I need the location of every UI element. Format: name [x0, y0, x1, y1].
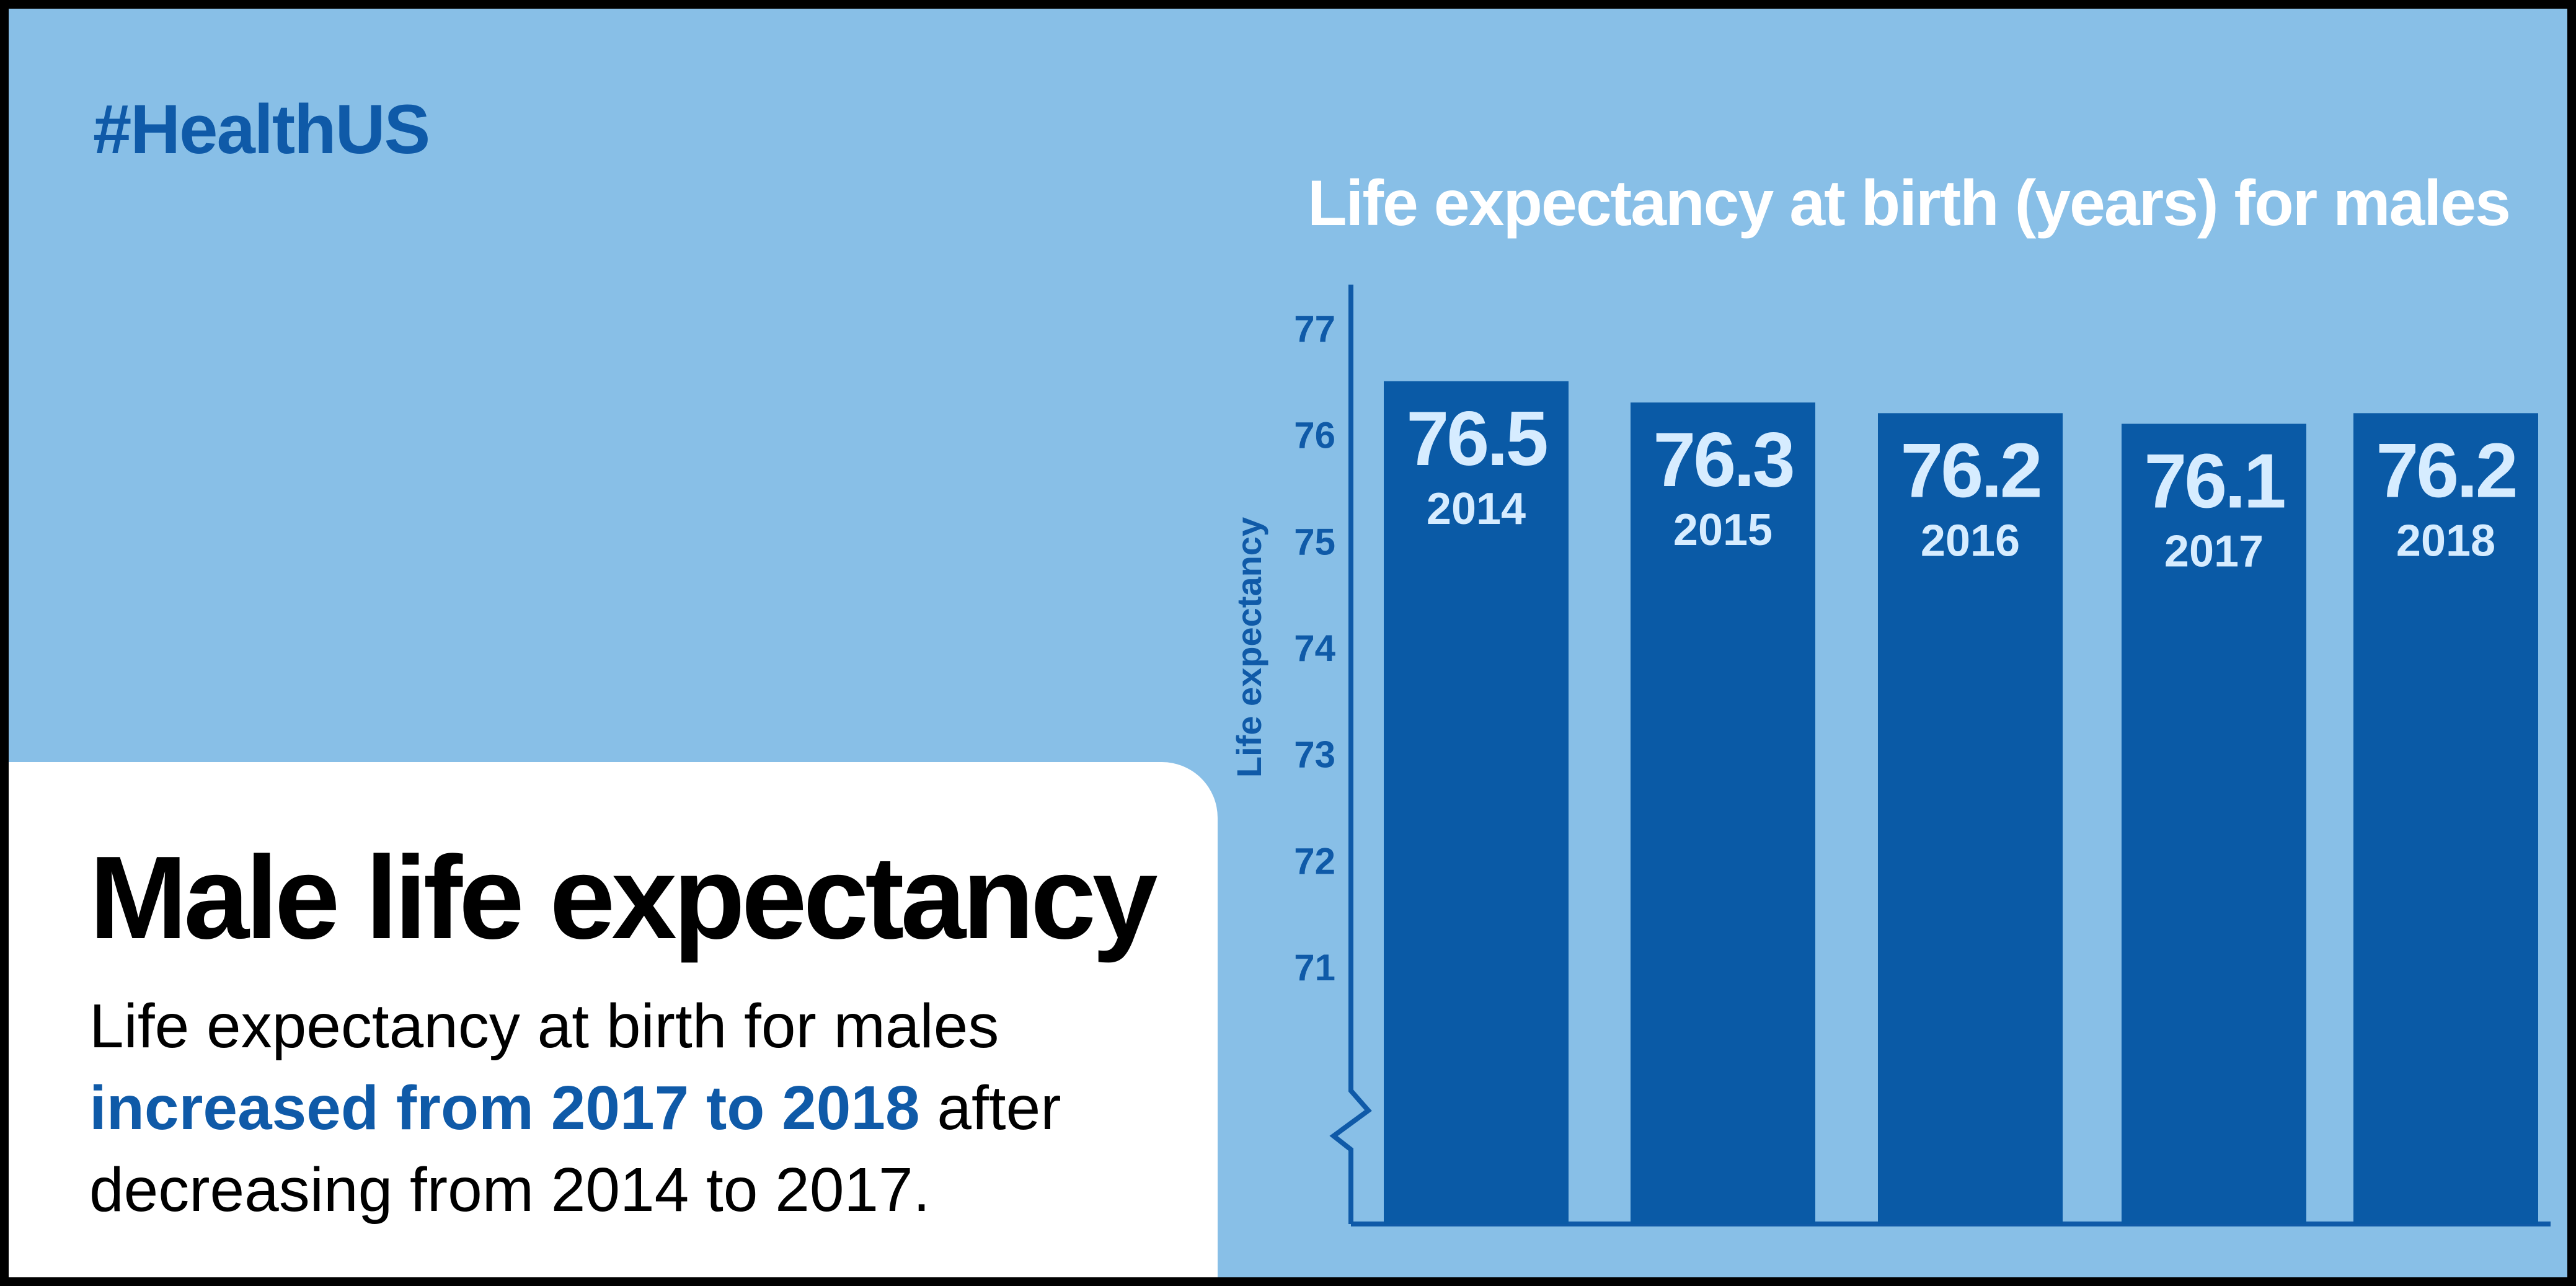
bar-value-label: 76.5	[1406, 396, 1546, 482]
bar-value-label: 76.2	[1900, 428, 2040, 513]
card-text: Life expectancy at birth for males incre…	[89, 985, 1205, 1231]
y-axis-label: Life expectancy	[1229, 517, 1268, 778]
bar-category-label: 2017	[2164, 527, 2264, 577]
bar-category-label: 2014	[1427, 484, 1526, 534]
chart-title: Life expectancy at birth (years) for mal…	[1308, 167, 2511, 239]
y-tick-label: 75	[1294, 521, 1335, 562]
bar-category-label: 2016	[1921, 516, 2020, 565]
bar	[1631, 402, 1815, 1224]
bar-value-label: 76.2	[2376, 428, 2515, 513]
y-tick-label: 73	[1294, 734, 1335, 776]
bar-category-label: 2015	[1673, 505, 1773, 555]
card-title: Male life expectancy	[89, 832, 1158, 964]
card-text-highlight: increased from 2017 to 2018	[89, 1073, 920, 1143]
card-text-before: Life expectancy at birth for males	[89, 991, 999, 1061]
y-tick-label: 77	[1294, 308, 1335, 350]
summary-card: Male life expectancy Life expectancy at …	[9, 762, 1218, 1277]
y-tick-label: 72	[1294, 840, 1335, 882]
y-axis	[1329, 285, 1372, 1224]
y-tick-label: 71	[1294, 947, 1335, 988]
bar-category-label: 2018	[2396, 516, 2495, 565]
bar	[1384, 381, 1569, 1225]
bar-value-label: 76.1	[2144, 439, 2284, 525]
y-tick-label: 76	[1294, 415, 1335, 456]
bar	[2353, 413, 2538, 1225]
card-text-after: after decreasing from 2014 to 2017.	[89, 1073, 1061, 1225]
y-tick-label: 74	[1294, 627, 1335, 669]
bar-value-label: 76.3	[1653, 417, 1792, 503]
bar	[1878, 413, 2063, 1225]
hashtag: #HealthUS	[93, 91, 430, 168]
bar	[2122, 423, 2306, 1224]
